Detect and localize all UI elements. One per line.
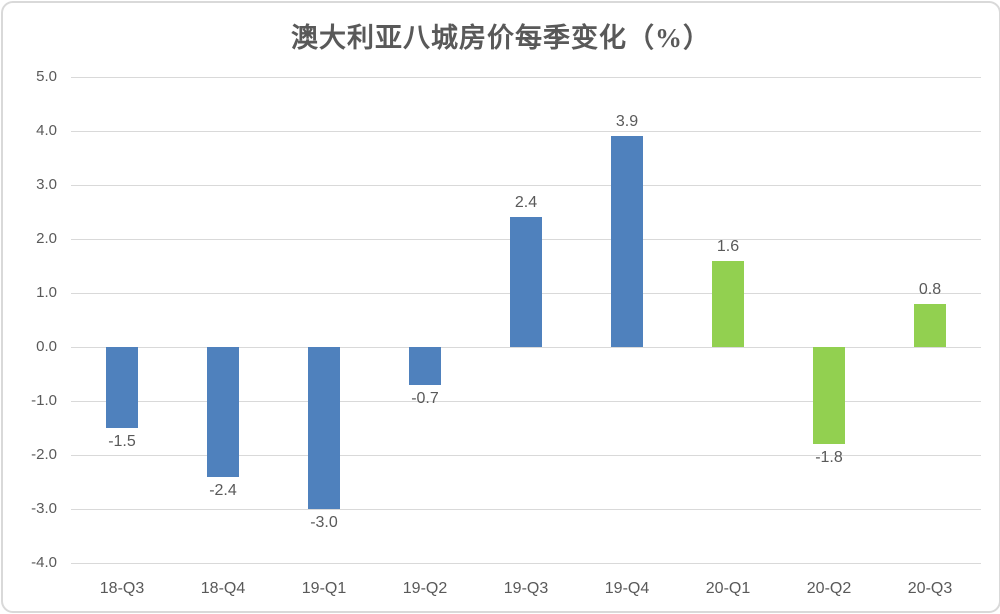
bar [207,347,239,477]
value-label: 0.8 [918,281,942,298]
value-label: -1.5 [108,433,136,450]
y-tick-label: 3.0 [36,176,57,193]
bar [510,217,542,347]
y-tick-label: -4.0 [31,554,57,571]
y-tick-label: 5.0 [36,68,57,85]
bar [914,304,946,347]
y-gridline [71,401,981,402]
bar [106,347,138,428]
bar [712,261,744,347]
value-label: -3.0 [310,514,338,531]
x-tick-label: 19-Q1 [301,580,347,597]
value-label: 3.9 [615,113,639,130]
y-tick-label: -1.0 [31,392,57,409]
value-label: -2.4 [209,482,237,499]
x-tick-label: 18-Q4 [200,580,246,597]
bar [308,347,340,509]
y-tick-label: -3.0 [31,500,57,517]
bar [813,347,845,444]
bar [611,136,643,347]
value-label: 1.6 [716,238,740,255]
y-tick-label: -2.0 [31,446,57,463]
y-gridline [71,77,981,78]
y-tick-label: 2.0 [36,230,57,247]
value-label: -0.7 [411,390,439,407]
x-tick-label: 20-Q1 [705,580,751,597]
x-tick-label: 19-Q2 [402,580,448,597]
x-tick-label: 19-Q3 [503,580,549,597]
y-gridline [71,509,981,510]
y-tick-label: 4.0 [36,122,57,139]
y-gridline [71,185,981,186]
value-label: 2.4 [514,194,538,211]
value-label: -1.8 [815,449,843,466]
y-gridline [71,131,981,132]
bar [409,347,441,385]
chart-title: 澳大利亚八城房价每季变化（%） [291,23,711,53]
y-tick-label: 1.0 [36,284,57,301]
x-tick-label: 18-Q3 [99,580,145,597]
y-gridline [71,455,981,456]
x-tick-label: 20-Q3 [907,580,953,597]
y-tick-label: 0.0 [36,338,57,355]
x-tick-label: 19-Q4 [604,580,650,597]
y-gridline [71,347,981,348]
x-tick-label: 20-Q2 [806,580,852,597]
y-gridline [71,563,981,564]
